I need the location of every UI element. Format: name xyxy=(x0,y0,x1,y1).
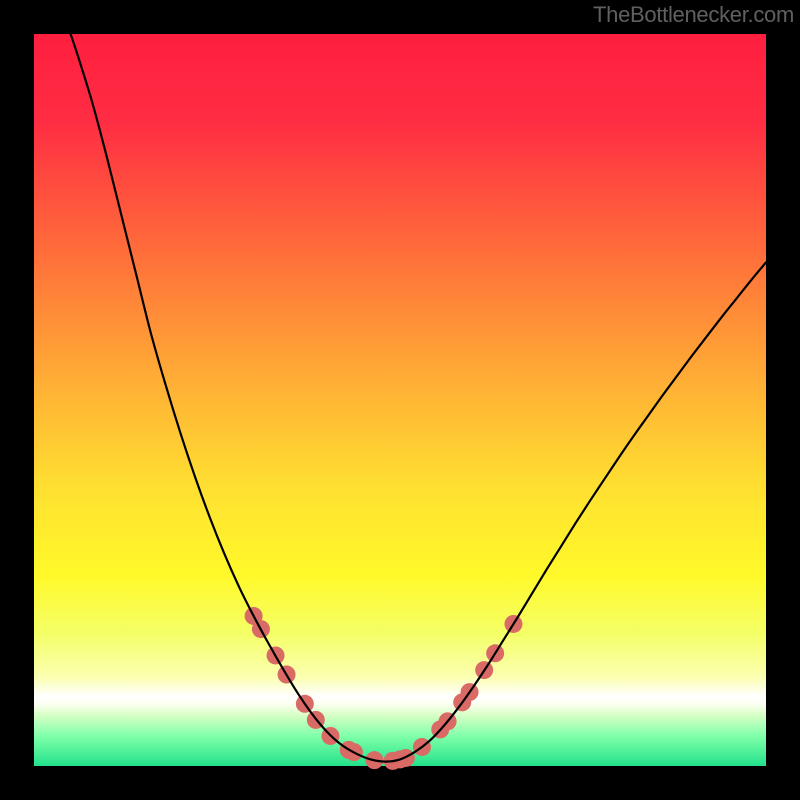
bottleneck-chart xyxy=(0,0,800,800)
plot-background xyxy=(34,34,766,766)
chart-frame: { "watermark": { "text": "TheBottlenecke… xyxy=(0,0,800,800)
watermark-text: TheBottlenecker.com xyxy=(593,2,794,28)
